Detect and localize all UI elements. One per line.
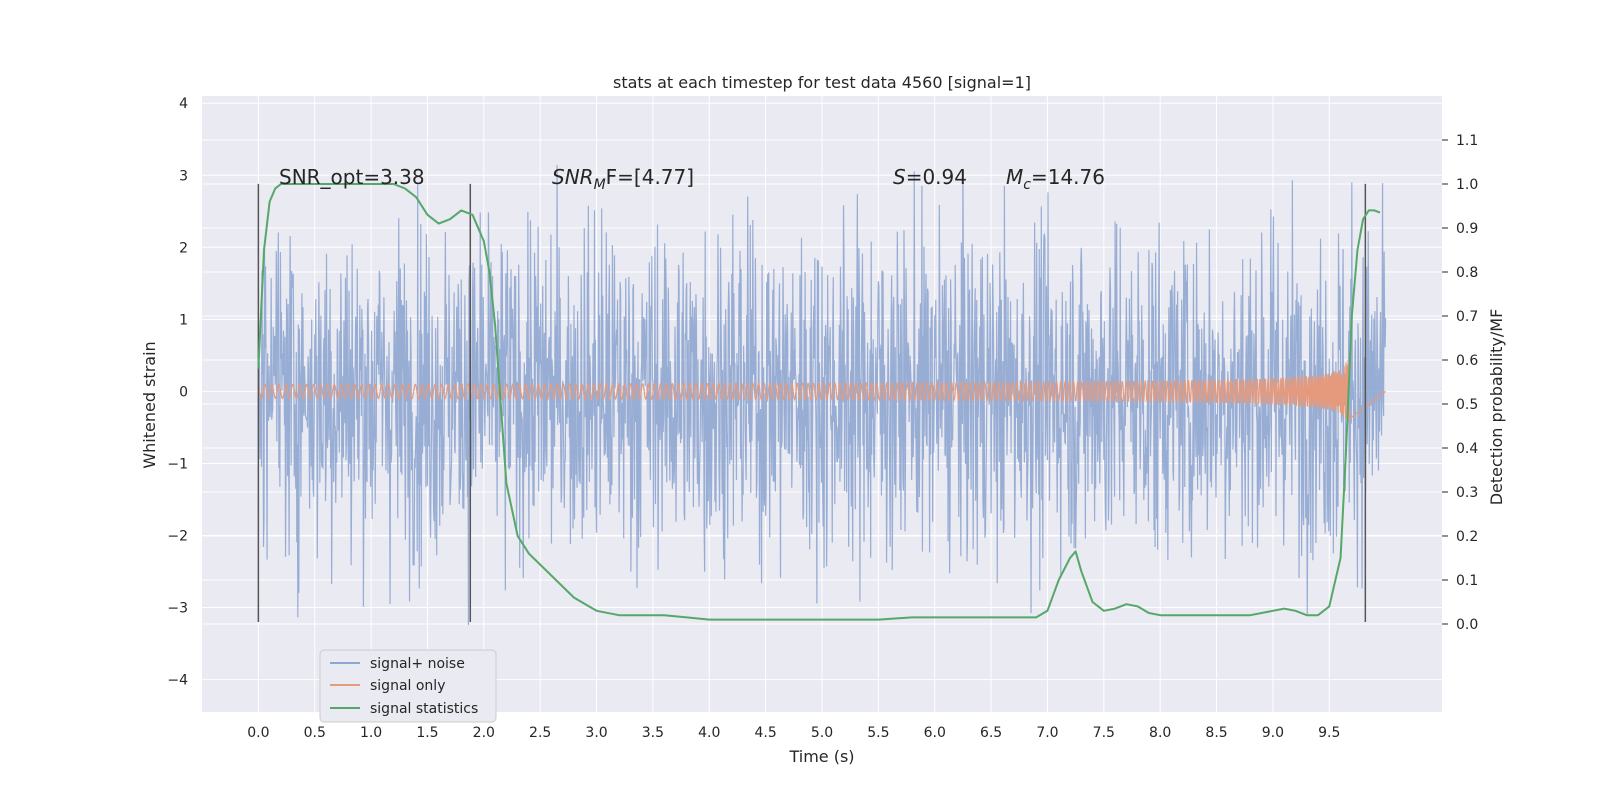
y-right-tick-labels: 1.1 1.0 0.9 0.8 0.7 0.6 0.5 0.4 0.3 0.2 0.1 0.0 [1442, 133, 1478, 633]
x-tick-label: 3.5 [642, 725, 664, 741]
y-right-tick-label: 0.0 [1456, 617, 1478, 633]
x-tick-label: 8.0 [1149, 725, 1171, 741]
chart-title: stats at each timestep for test data 456… [613, 73, 1031, 92]
y-right-tick-label: 0.3 [1456, 485, 1478, 501]
s-value: =0.94 [906, 165, 967, 189]
y-right-tick-label: 0.8 [1456, 265, 1478, 281]
signal-noise-series [257, 164, 1387, 626]
x-tick-label: 5.0 [811, 725, 833, 741]
snr-mf-symbol: SNR [552, 165, 594, 189]
annotation-snr-opt: SNR_opt=3.38 [279, 165, 425, 189]
noise-trace [257, 164, 1387, 626]
x-tick-label: 5.5 [867, 725, 889, 741]
signal-only-trace [257, 360, 1387, 423]
y-right-tick-label: 0.2 [1456, 529, 1478, 545]
x-axis-label: Time (s) [788, 747, 854, 766]
x-tick-label: 9.5 [1318, 725, 1340, 741]
x-tick-label: 1.5 [416, 725, 438, 741]
x-tick-label: 0.5 [304, 725, 326, 741]
x-tick-labels: 0.0 0.5 1.0 1.5 2.0 2.5 3.0 3.5 4.0 4.5 5.0 5.5 6.0 6… [247, 725, 1340, 741]
s-symbol: S [893, 165, 906, 189]
snr-mf-value: F=[4.77] [606, 165, 694, 189]
y-right-tick-label: 0.9 [1456, 221, 1478, 237]
mc-symbol: M [1006, 165, 1023, 189]
signal-statistics-line [257, 183, 1381, 621]
y-left-tick-labels: 4 3 2 1 0 −1 −2 −3 −4 [167, 96, 188, 688]
x-tick-label: 9.0 [1262, 725, 1284, 741]
annotation-snr-mf: SNRMF=[4.77] [552, 165, 694, 193]
x-tick-label: 0.0 [247, 725, 269, 741]
legend: signal+ noise signal only signal statist… [319, 649, 497, 723]
y-left-tick-label: 0 [179, 384, 188, 400]
x-tick-label: 7.5 [1093, 725, 1115, 741]
x-tick-label: 1.0 [360, 725, 382, 741]
y-left-tick-label: 2 [179, 240, 188, 256]
y-right-tick-label: 0.5 [1456, 397, 1478, 413]
x-tick-label: 2.5 [529, 725, 551, 741]
y-right-tick-label: 0.4 [1456, 441, 1478, 457]
y-left-tick-label: −3 [167, 601, 188, 617]
y-left-tick-label: 1 [179, 312, 188, 328]
y-right-tick-label: 0.7 [1456, 309, 1478, 325]
x-tick-label: 8.5 [1205, 725, 1227, 741]
annotation-mc: Mc=14.76 [1006, 165, 1105, 193]
legend-box [319, 649, 497, 723]
mc-value: =14.76 [1031, 165, 1105, 189]
y-right-tick-label: 0.6 [1456, 353, 1478, 369]
legend-label-stats: signal statistics [370, 701, 478, 717]
y-left-tick-label: 3 [179, 168, 188, 184]
x-tick-label: 4.5 [755, 725, 777, 741]
legend-label-noise: signal+ noise [370, 656, 465, 672]
legend-label-signal: signal only [370, 678, 445, 694]
x-tick-label: 6.5 [980, 725, 1002, 741]
mc-subscript: c [1023, 177, 1031, 193]
y-axis-label-left: Whitened strain [140, 341, 159, 468]
y-right-tick-label: 1.1 [1456, 133, 1478, 149]
y-axis-label-right: Detection probability/MF [1487, 309, 1506, 506]
x-tick-label: 3.0 [585, 725, 607, 741]
y-left-tick-label: −2 [167, 528, 188, 544]
vertical-markers [257, 183, 1367, 622]
signal-statistics-series [257, 183, 1381, 621]
x-tick-label: 2.0 [473, 725, 495, 741]
snr-mf-subscript: M [594, 177, 606, 193]
annotation-s: S=0.94 [893, 165, 967, 189]
y-left-tick-label: 4 [179, 96, 188, 112]
y-right-tick-label: 0.1 [1456, 573, 1478, 589]
y-right-tick-label: 1.0 [1456, 177, 1478, 193]
x-tick-label: 4.0 [698, 725, 720, 741]
x-tick-label: 7.0 [1036, 725, 1058, 741]
signal-only-series [257, 360, 1387, 423]
x-tick-label: 6.0 [924, 725, 946, 741]
y-left-tick-label: −1 [167, 456, 188, 472]
y-left-tick-label: −4 [167, 673, 188, 689]
